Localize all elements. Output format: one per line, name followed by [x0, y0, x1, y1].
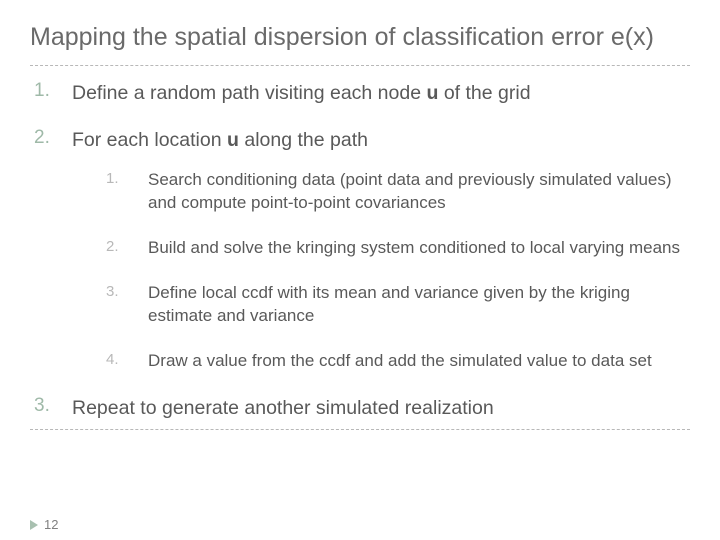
divider-top — [30, 65, 690, 66]
sub-list: 1. Search conditioning data (point data … — [30, 169, 690, 373]
list-number: 2. — [34, 127, 72, 153]
footer: 12 — [30, 517, 58, 532]
main-list-continued: 3. Repeat to generate another simulated … — [30, 395, 690, 421]
list-item: 2. For each location u along the path — [34, 127, 690, 153]
main-list: 1. Define a random path visiting each no… — [30, 80, 690, 153]
list-number: 3. — [34, 395, 72, 421]
sub-list-item: 2. Build and solve the kringing system c… — [106, 237, 690, 260]
sub-list-item: 3. Define local ccdf with its mean and v… — [106, 282, 690, 328]
slide-title: Mapping the spatial dispersion of classi… — [30, 22, 690, 53]
list-text: Repeat to generate another simulated rea… — [72, 395, 494, 421]
sub-list-number: 4. — [106, 350, 148, 373]
sub-list-number: 1. — [106, 169, 148, 215]
slide: Mapping the spatial dispersion of classi… — [0, 0, 720, 540]
list-item: 3. Repeat to generate another simulated … — [34, 395, 690, 421]
divider-bottom — [30, 429, 690, 430]
sub-list-text: Draw a value from the ccdf and add the s… — [148, 350, 652, 373]
list-text: Define a random path visiting each node … — [72, 80, 531, 106]
sub-list-text: Build and solve the kringing system cond… — [148, 237, 680, 260]
sub-list-text: Define local ccdf with its mean and vari… — [148, 282, 690, 328]
list-item: 1. Define a random path visiting each no… — [34, 80, 690, 106]
list-number: 1. — [34, 80, 72, 106]
text-pre: For each location — [72, 129, 227, 151]
text-pre: Define a random path visiting each node — [72, 82, 426, 104]
sub-list-number: 3. — [106, 282, 148, 328]
sub-list-text: Search conditioning data (point data and… — [148, 169, 690, 215]
sub-list-item: 1. Search conditioning data (point data … — [106, 169, 690, 215]
triangle-icon — [30, 520, 38, 530]
text-post: along the path — [239, 129, 368, 151]
sub-list-number: 2. — [106, 237, 148, 260]
sub-list-item: 4. Draw a value from the ccdf and add th… — [106, 350, 690, 373]
text-bold: u — [426, 82, 438, 104]
page-number: 12 — [44, 517, 58, 532]
text-bold: u — [227, 129, 239, 151]
list-text: For each location u along the path — [72, 127, 368, 153]
text-post: of the grid — [438, 82, 530, 104]
